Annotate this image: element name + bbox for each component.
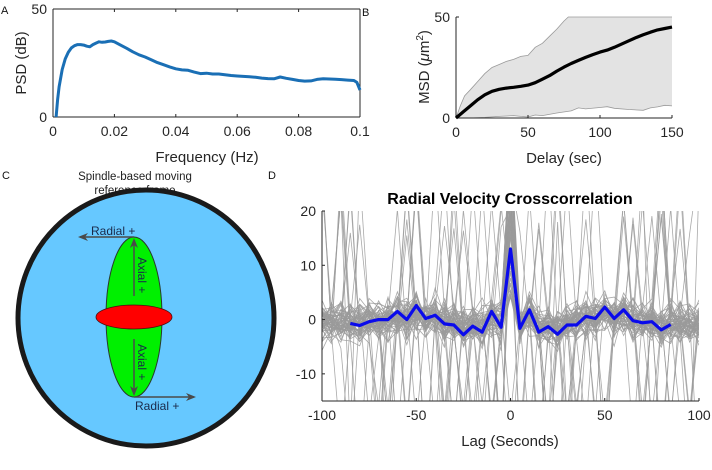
crosscorr-trace — [322, 211, 699, 401]
msd-x-tick-label: 0 — [452, 124, 460, 140]
crosscorr-x-tick-label: 50 — [597, 407, 613, 423]
chart-crosscorrelation: Radial Velocity Crosscorrelation -100 -50… — [296, 191, 711, 450]
chart-psd: 0 0.02 0.04 0.06 0.08 0.1 0 50 Frequency (Hz) P… — [13, 1, 370, 166]
crosscorr-y-tick-label: 20 — [300, 203, 316, 219]
crosscorr-x-tick-label: 0 — [507, 407, 515, 423]
crosscorr-x-axis-label: Lag (Seconds) — [461, 433, 559, 450]
msd-x-tick-label: 150 — [660, 124, 684, 140]
crosscorr-trace — [322, 211, 699, 401]
msd-ylabel-close: ) — [416, 30, 433, 35]
radial-bottom-label: Radial + — [135, 399, 179, 413]
psd-x-tick-label: 0.02 — [101, 123, 128, 139]
axial-bottom-label: Axial + — [135, 344, 149, 380]
psd-x-axis-label: Frequency (Hz) — [155, 149, 258, 166]
crosscorr-trace — [322, 300, 699, 401]
psd-y-tick-label: 50 — [31, 1, 47, 17]
panel-label-a: A — [1, 5, 9, 17]
psd-x-tick-label: 0.06 — [224, 123, 251, 139]
axial-top-label: Axial + — [135, 257, 149, 293]
msd-y-tick-label: 50 — [434, 9, 450, 25]
psd-axes: 0 0.02 0.04 0.06 0.08 0.1 0 50 — [31, 1, 370, 139]
crosscorr-mean-line — [349, 247, 672, 337]
psd-x-tick-label: 0.1 — [350, 123, 370, 139]
crosscorr-trace — [322, 211, 699, 401]
msd-upper-bound — [455, 16, 672, 119]
msd-axes: 0 50 100 150 0 50 — [434, 9, 683, 140]
crosscorr-y-tick-label: 0 — [308, 312, 316, 328]
crosscorr-trace — [322, 211, 699, 401]
msd-ylabel-sup: 2 — [415, 35, 426, 41]
spindle-diagram: Spindle-based moving reference frame Rad… — [15, 171, 277, 449]
chart-msd: 0 50 100 150 0 50 Delay (sec) MSD (μm2) — [415, 9, 684, 167]
psd-line — [54, 39, 362, 118]
msd-mean-line — [454, 25, 673, 120]
crosscorr-trace — [322, 211, 699, 401]
chromosome-plate — [95, 304, 173, 330]
panel-label-c: C — [2, 170, 10, 182]
crosscorr-trace — [322, 211, 699, 344]
crosscorr-x-tick-label: 100 — [687, 407, 711, 423]
crosscorr-trace — [322, 211, 699, 346]
crosscorr-trace — [322, 211, 699, 401]
panel-label-b: B — [362, 7, 369, 19]
msd-lower-bound — [456, 104, 673, 119]
crosscorr-y-tick-label: 10 — [300, 257, 316, 273]
radial-top-label: Radial + — [91, 224, 135, 238]
msd-y-axis-label: MSD (μm2) — [415, 30, 433, 104]
crosscorr-trace — [322, 211, 699, 343]
psd-x-tick-label: 0 — [49, 123, 57, 139]
crosscorr-trace — [322, 211, 699, 401]
crosscorr-y-tick-label: -10 — [296, 366, 316, 382]
crosscorr-trace — [322, 296, 699, 401]
crosscorr-x-tick-label: -100 — [308, 407, 336, 423]
psd-y-tick-label: 0 — [39, 109, 47, 125]
crosscorr-trace — [322, 211, 699, 401]
msd-x-axis-label: Delay (sec) — [526, 150, 602, 167]
crosscorr-trace — [322, 211, 699, 401]
psd-y-axis-label: PSD (dB) — [13, 31, 30, 94]
msd-x-tick-label: 50 — [520, 124, 536, 140]
msd-ylabel-unit: m — [416, 41, 433, 54]
msd-y-tick-label: 0 — [442, 110, 450, 126]
diagram-caption-line1: Spindle-based moving — [78, 171, 192, 183]
psd-x-tick-label: 0.04 — [162, 123, 189, 139]
msd-ylabel-mu: μ — [416, 53, 433, 62]
crosscorr-x-tick-label: -50 — [406, 407, 426, 423]
msd-ylabel-main: MSD ( — [416, 61, 433, 104]
psd-x-tick-label: 0.08 — [285, 123, 312, 139]
crosscorr-title: Radial Velocity Crosscorrelation — [387, 191, 632, 208]
msd-x-tick-label: 100 — [588, 124, 612, 140]
panel-label-d: D — [268, 170, 276, 182]
